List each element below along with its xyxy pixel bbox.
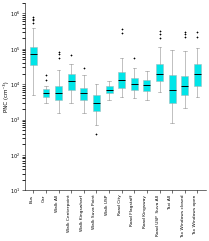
- PathPatch shape: [156, 64, 163, 81]
- Y-axis label: PNC (cm⁻³): PNC (cm⁻³): [3, 81, 9, 112]
- PathPatch shape: [181, 76, 188, 95]
- PathPatch shape: [194, 64, 201, 86]
- PathPatch shape: [118, 72, 125, 88]
- PathPatch shape: [80, 88, 87, 100]
- PathPatch shape: [68, 74, 75, 90]
- PathPatch shape: [93, 95, 100, 111]
- PathPatch shape: [169, 75, 176, 103]
- PathPatch shape: [106, 86, 112, 94]
- PathPatch shape: [143, 80, 150, 91]
- PathPatch shape: [131, 78, 138, 90]
- PathPatch shape: [30, 47, 37, 65]
- PathPatch shape: [55, 86, 62, 100]
- PathPatch shape: [42, 89, 50, 96]
